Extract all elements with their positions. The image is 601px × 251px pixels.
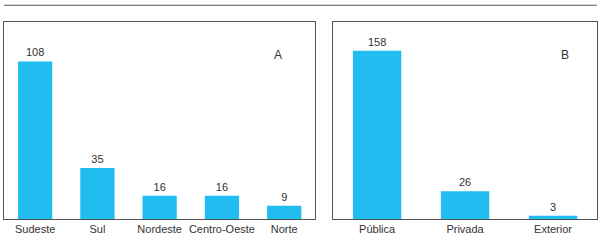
svg-text:108: 108 (26, 46, 44, 58)
svg-text:A: A (274, 48, 282, 62)
svg-text:Centro-Oeste: Centro-Oeste (189, 223, 255, 235)
svg-text:Exterior: Exterior (534, 223, 572, 235)
svg-text:16: 16 (216, 181, 228, 193)
svg-text:Pública: Pública (359, 223, 396, 235)
svg-text:Norte: Norte (271, 223, 298, 235)
svg-text:158: 158 (368, 36, 386, 48)
svg-text:Nordeste: Nordeste (137, 223, 182, 235)
svg-text:Sul: Sul (89, 223, 105, 235)
svg-text:Sudeste: Sudeste (15, 223, 55, 235)
svg-text:26: 26 (459, 176, 471, 188)
svg-text:16: 16 (154, 181, 166, 193)
svg-text:35: 35 (91, 153, 103, 165)
svg-text:Privada: Privada (446, 223, 484, 235)
svg-text:B: B (561, 48, 569, 62)
svg-text:3: 3 (550, 201, 556, 213)
svg-text:9: 9 (281, 191, 287, 203)
